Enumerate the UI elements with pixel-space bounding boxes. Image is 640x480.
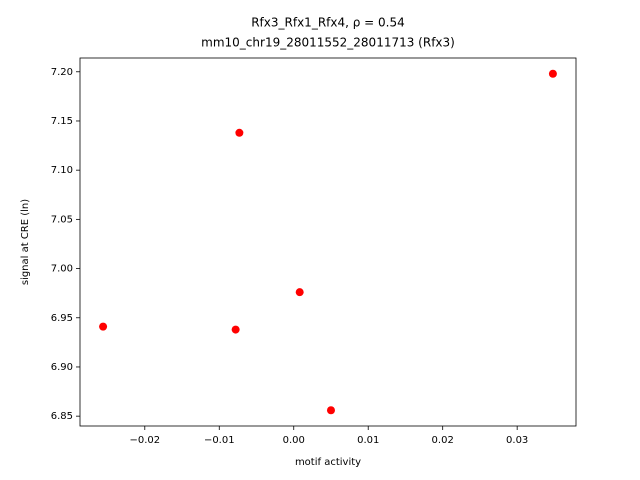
point bbox=[326, 406, 335, 415]
point bbox=[231, 325, 240, 334]
y-tick-label: 6.85 bbox=[51, 411, 73, 422]
x-tick-label: 0.03 bbox=[506, 435, 528, 446]
x-tick-label: −0.02 bbox=[129, 435, 160, 446]
chart-subtitle: mm10_chr19_28011552_28011713 (Rfx3) bbox=[201, 36, 455, 50]
x-tick-label: 0.01 bbox=[357, 435, 379, 446]
x-tick-label: 0.02 bbox=[432, 435, 454, 446]
point bbox=[235, 128, 244, 137]
y-tick-label: 6.90 bbox=[51, 362, 73, 373]
point bbox=[548, 69, 557, 78]
chart-title: Rfx3_Rfx1_Rfx4, ρ = 0.54 bbox=[251, 16, 405, 30]
y-tick-label: 7.20 bbox=[51, 67, 73, 78]
point bbox=[99, 322, 108, 331]
y-tick-label: 7.10 bbox=[51, 165, 73, 176]
y-tick-label: 7.00 bbox=[51, 264, 73, 275]
axes-frame bbox=[79, 57, 577, 427]
x-tick-label: 0.00 bbox=[283, 435, 305, 446]
x-tick-label: −0.01 bbox=[204, 435, 235, 446]
y-tick-label: 6.95 bbox=[51, 313, 73, 324]
y-tick-label: 7.15 bbox=[51, 116, 73, 127]
x-axis-label: motif activity bbox=[295, 457, 361, 468]
point bbox=[295, 288, 304, 297]
y-axis-label: signal at CRE (ln) bbox=[20, 199, 31, 285]
y-tick-label: 7.05 bbox=[51, 214, 73, 225]
